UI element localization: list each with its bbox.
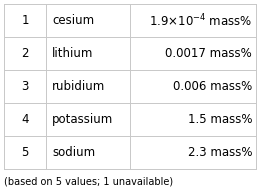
- Text: 0.0017 mass%: 0.0017 mass%: [165, 47, 252, 60]
- Text: rubidium: rubidium: [52, 80, 105, 93]
- Text: 1.5 mass%: 1.5 mass%: [187, 113, 252, 126]
- Text: 4: 4: [21, 113, 29, 126]
- Text: (based on 5 values; 1 unavailable): (based on 5 values; 1 unavailable): [4, 177, 173, 187]
- Text: 3: 3: [21, 80, 29, 93]
- Text: 5: 5: [21, 146, 29, 159]
- Text: 0.006 mass%: 0.006 mass%: [173, 80, 252, 93]
- Text: 1: 1: [21, 14, 29, 27]
- Text: 2: 2: [21, 47, 29, 60]
- Text: $1.9{\times}10^{-4}$ mass%: $1.9{\times}10^{-4}$ mass%: [149, 12, 252, 29]
- Text: cesium: cesium: [52, 14, 94, 27]
- Text: 2.3 mass%: 2.3 mass%: [187, 146, 252, 159]
- Text: potassium: potassium: [52, 113, 113, 126]
- Text: lithium: lithium: [52, 47, 93, 60]
- Text: sodium: sodium: [52, 146, 95, 159]
